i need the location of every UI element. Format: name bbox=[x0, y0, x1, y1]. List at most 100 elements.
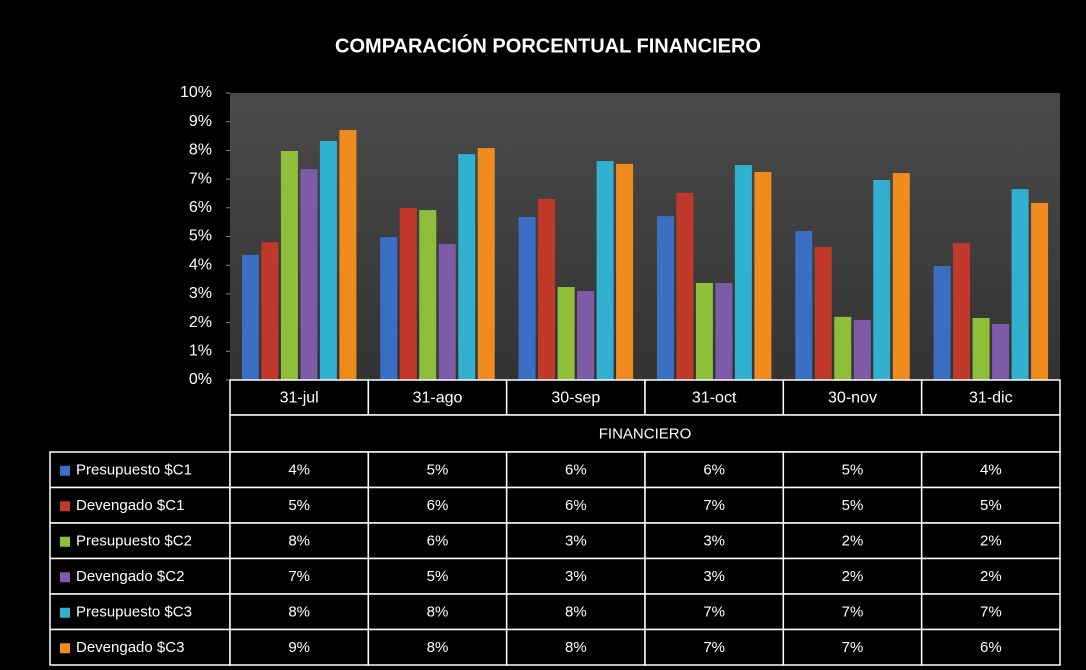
bar bbox=[477, 148, 495, 380]
data-label: 6% bbox=[980, 639, 1002, 656]
legend-label: Devengado $C2 bbox=[76, 568, 184, 585]
bar bbox=[695, 282, 713, 380]
table-cell bbox=[505, 379, 646, 416]
x-tick-label: 31-ago bbox=[413, 390, 463, 407]
data-label: 7% bbox=[980, 604, 1002, 621]
bar bbox=[754, 171, 772, 380]
legend-label: Presupuesto $C3 bbox=[76, 604, 192, 621]
table-cell bbox=[920, 451, 1061, 489]
data-label: 7% bbox=[842, 604, 864, 621]
y-tick-label: 6% bbox=[189, 199, 212, 216]
table-cell bbox=[49, 522, 231, 560]
data-label: 6% bbox=[427, 497, 449, 514]
legend-label: Devengado $C3 bbox=[76, 639, 184, 656]
table-cell bbox=[49, 486, 231, 524]
x-tick-label: 31-jul bbox=[280, 390, 319, 407]
data-label: 6% bbox=[565, 497, 587, 514]
bar bbox=[300, 169, 318, 380]
table-cell bbox=[644, 522, 785, 560]
data-label: 8% bbox=[288, 604, 310, 621]
bar bbox=[458, 154, 476, 380]
data-label: 5% bbox=[288, 497, 310, 514]
bar bbox=[241, 254, 259, 380]
bar bbox=[734, 165, 752, 380]
data-label: 5% bbox=[842, 462, 864, 479]
table-cell bbox=[367, 522, 508, 560]
bar bbox=[438, 243, 456, 380]
bar bbox=[972, 318, 990, 380]
legend-label: Presupuesto $C2 bbox=[76, 533, 192, 550]
data-label: 6% bbox=[703, 462, 725, 479]
table-cell bbox=[920, 379, 1061, 416]
legend-label: Presupuesto $C1 bbox=[76, 462, 192, 479]
y-tick-label: 7% bbox=[189, 170, 212, 187]
bar bbox=[834, 316, 852, 380]
table-cell bbox=[367, 628, 508, 666]
bar bbox=[676, 192, 694, 380]
legend-label: Devengado $C1 bbox=[76, 497, 184, 514]
table-cell bbox=[644, 486, 785, 524]
legend-swatch bbox=[60, 501, 70, 512]
bar bbox=[319, 140, 337, 380]
legend-swatch bbox=[60, 643, 70, 654]
data-label: 7% bbox=[703, 497, 725, 514]
y-tick-label: 9% bbox=[189, 113, 212, 130]
y-tick-label: 10% bbox=[180, 84, 212, 101]
bar bbox=[339, 130, 357, 380]
bar bbox=[656, 216, 674, 380]
table-cell bbox=[920, 628, 1061, 666]
y-tick-label: 2% bbox=[189, 314, 212, 331]
table-cell bbox=[229, 628, 370, 666]
bar bbox=[1011, 189, 1029, 380]
table-cell bbox=[229, 414, 1061, 453]
table-cell bbox=[229, 522, 370, 560]
data-label: 9% bbox=[288, 639, 310, 656]
y-tick-label: 4% bbox=[189, 256, 212, 273]
table-cell bbox=[505, 451, 646, 489]
bar bbox=[577, 291, 595, 380]
table-cell bbox=[505, 522, 646, 560]
data-label: 5% bbox=[427, 568, 449, 585]
data-label: 2% bbox=[980, 568, 1002, 585]
bar bbox=[795, 231, 813, 380]
legend-swatch bbox=[60, 465, 70, 476]
table-cell bbox=[644, 628, 785, 666]
bar bbox=[518, 216, 536, 380]
data-label: 2% bbox=[842, 533, 864, 550]
bar bbox=[399, 208, 417, 380]
table-cell bbox=[505, 557, 646, 595]
table-cell bbox=[367, 593, 508, 631]
y-tick-label: 0% bbox=[189, 371, 212, 388]
bar bbox=[261, 242, 279, 380]
bar bbox=[616, 163, 634, 380]
x-axis-label: FINANCIERO bbox=[599, 425, 692, 442]
data-label: 8% bbox=[565, 639, 587, 656]
table-cell bbox=[49, 451, 231, 489]
chart-title: COMPARACIÓN PORCENTUAL FINANCIERO bbox=[335, 33, 761, 57]
y-tick-label: 8% bbox=[189, 142, 212, 159]
table-cell bbox=[920, 486, 1061, 524]
bar bbox=[596, 161, 614, 380]
table-cell bbox=[367, 486, 508, 524]
bar bbox=[715, 282, 733, 380]
table-cell bbox=[229, 379, 370, 416]
data-label: 8% bbox=[288, 533, 310, 550]
table-cell bbox=[920, 522, 1061, 560]
data-label: 8% bbox=[427, 639, 449, 656]
data-label: 4% bbox=[288, 462, 310, 479]
bar bbox=[280, 150, 298, 380]
y-tick-label: 1% bbox=[189, 343, 212, 360]
table-cell bbox=[782, 593, 923, 631]
data-label: 7% bbox=[842, 639, 864, 656]
plot-area bbox=[230, 93, 1060, 380]
bar bbox=[380, 237, 398, 380]
legend-swatch bbox=[60, 572, 70, 583]
table-cell bbox=[782, 557, 923, 595]
data-label: 7% bbox=[703, 639, 725, 656]
data-label: 6% bbox=[427, 533, 449, 550]
data-label: 7% bbox=[288, 568, 310, 585]
y-tick-label: 5% bbox=[189, 228, 212, 245]
table-cell bbox=[782, 628, 923, 666]
data-label: 3% bbox=[703, 533, 725, 550]
